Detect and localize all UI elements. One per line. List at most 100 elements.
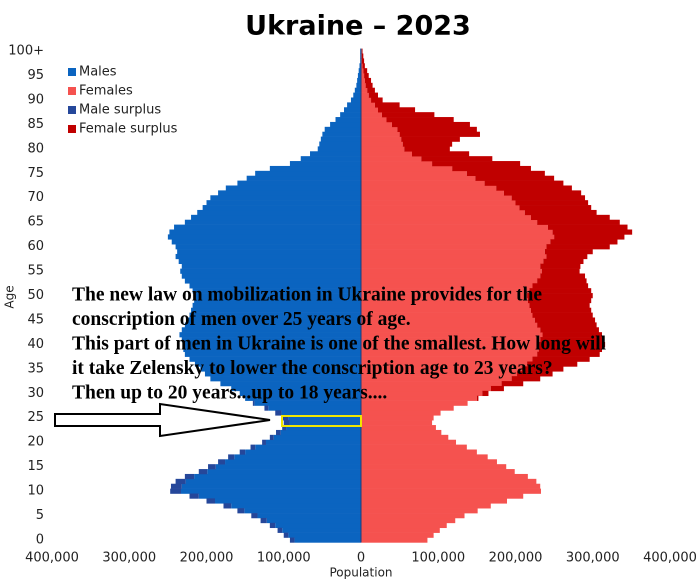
bar — [183, 346, 361, 353]
bar — [361, 473, 528, 480]
bar — [554, 234, 625, 240]
y-tick-label: 55 — [27, 264, 44, 279]
bar — [532, 356, 590, 362]
bar — [482, 390, 489, 397]
bar — [255, 444, 361, 450]
bar — [266, 517, 361, 524]
bar — [361, 405, 454, 411]
bar — [432, 161, 521, 167]
bar — [269, 165, 361, 172]
bar — [361, 278, 538, 284]
bar — [537, 351, 600, 357]
y-tick-label: 95 — [27, 68, 44, 83]
bar — [361, 351, 538, 357]
bar — [391, 121, 470, 128]
bar — [283, 532, 289, 538]
bar — [319, 141, 361, 147]
bar — [541, 268, 580, 274]
bar — [364, 73, 369, 79]
bar — [361, 63, 363, 69]
bar — [361, 327, 541, 333]
bar — [540, 263, 581, 269]
bar — [546, 253, 588, 260]
bar — [175, 478, 186, 485]
bar — [317, 146, 361, 152]
bar — [171, 239, 361, 245]
legend-swatch — [68, 68, 76, 76]
bar — [386, 117, 454, 123]
x-tick-label: 200,000 — [180, 551, 234, 566]
bar — [361, 205, 520, 211]
bar — [368, 92, 378, 98]
bar — [361, 214, 531, 221]
bar — [542, 332, 603, 338]
bar — [264, 405, 269, 411]
bar — [361, 425, 436, 431]
y-tick-label: 85 — [27, 117, 44, 132]
bar — [361, 224, 548, 230]
legend-label: Males — [79, 65, 117, 80]
bar — [268, 405, 361, 411]
bar — [361, 121, 392, 128]
bar — [411, 151, 470, 157]
bar — [179, 332, 361, 338]
legend-label: Female surplus — [79, 122, 178, 137]
bar — [361, 498, 508, 504]
bar — [361, 366, 522, 372]
bar — [189, 283, 361, 289]
bar — [324, 126, 361, 133]
bar — [527, 297, 592, 304]
bar — [361, 297, 528, 304]
bar — [280, 429, 361, 436]
bar — [361, 180, 485, 186]
bar — [356, 82, 361, 89]
bar — [361, 434, 449, 441]
y-tick-label: 25 — [27, 410, 44, 425]
y-tick-label: 35 — [27, 361, 44, 376]
bar — [231, 503, 361, 509]
y-tick-label: 90 — [27, 92, 44, 107]
bar — [237, 180, 361, 186]
bar — [361, 459, 497, 465]
bar — [206, 498, 215, 504]
bar — [181, 263, 361, 269]
bar — [361, 175, 476, 181]
bar — [361, 253, 547, 260]
bar — [361, 234, 555, 240]
x-tick-label: 300,000 — [102, 551, 156, 566]
y-tick-label: 75 — [27, 166, 44, 181]
bar — [277, 527, 283, 533]
annotation-group: The new law on mobilization in Ukraine p… — [72, 284, 607, 403]
bar — [540, 337, 604, 343]
y-tick-label: 50 — [27, 288, 44, 303]
bar — [361, 302, 530, 309]
bar — [353, 92, 361, 98]
chart-title: Ukraine – 2023 — [245, 11, 471, 42]
y-tick-label: 15 — [27, 459, 44, 474]
bar — [281, 410, 361, 416]
bar — [361, 107, 378, 113]
bar — [537, 322, 597, 328]
bar — [361, 87, 368, 93]
bar — [367, 87, 375, 93]
legend-swatch — [68, 125, 76, 133]
bar — [361, 493, 524, 499]
bar — [286, 425, 361, 431]
bar — [547, 224, 628, 230]
y-tick-label: 60 — [27, 239, 44, 254]
bar — [421, 156, 493, 162]
bar — [218, 459, 226, 465]
bar — [208, 464, 216, 470]
bar — [361, 449, 477, 455]
bar — [184, 322, 361, 328]
bar — [361, 454, 488, 460]
bar — [361, 77, 365, 84]
bar — [200, 366, 361, 372]
bar — [239, 449, 246, 455]
bar — [197, 209, 361, 216]
bar — [260, 517, 267, 524]
y-tick-label: 65 — [27, 215, 44, 230]
bar — [310, 151, 361, 157]
y-tick-label: 70 — [27, 190, 44, 205]
